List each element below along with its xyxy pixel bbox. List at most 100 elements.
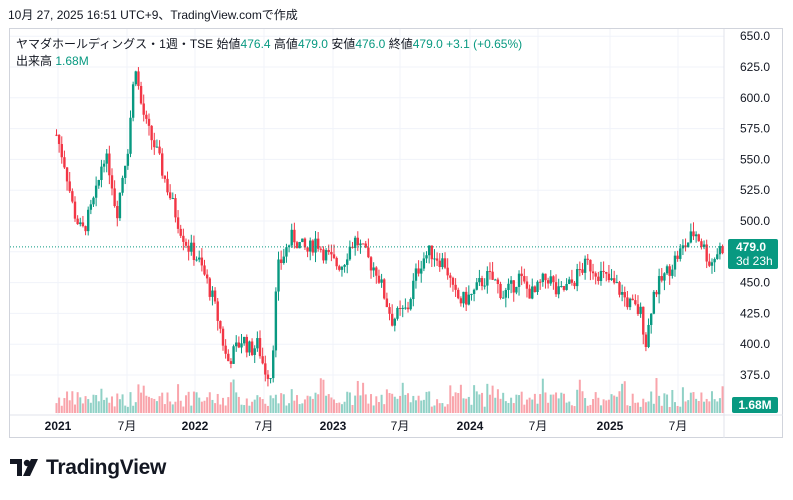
- candle-body: [221, 328, 225, 346]
- candle-body: [528, 288, 531, 299]
- candle-body: [253, 348, 256, 355]
- candle-body: [483, 285, 486, 287]
- candle-body: [219, 320, 222, 329]
- volume-bar: [660, 405, 663, 413]
- volume-bar: [433, 405, 436, 413]
- candle-body: [599, 270, 603, 282]
- volume-bar: [259, 397, 262, 413]
- volume-bar: [216, 393, 219, 413]
- candle-body: [499, 283, 502, 299]
- candle-body: [573, 282, 576, 287]
- candle-body: [655, 291, 658, 295]
- candle-body: [290, 229, 293, 246]
- candle-body: [346, 259, 349, 265]
- volume-bar: [444, 406, 447, 413]
- volume-bar: [243, 405, 246, 413]
- candle-body: [525, 281, 529, 289]
- candle-body: [464, 291, 468, 305]
- volume-bar: [166, 392, 169, 413]
- low-label: 安値: [331, 37, 356, 51]
- volume-bar: [594, 392, 597, 413]
- volume-bar: [235, 392, 238, 413]
- candle-body: [467, 294, 471, 305]
- candle-body: [182, 235, 185, 242]
- candle-body: [422, 258, 426, 269]
- candle-body: [372, 267, 375, 271]
- candle-body: [100, 166, 103, 181]
- volume-bar: [549, 394, 552, 413]
- candle-body: [116, 206, 119, 219]
- candle-body: [139, 85, 143, 104]
- volume-bar: [647, 401, 650, 413]
- volume-bar: [261, 399, 264, 413]
- candle-body: [277, 259, 280, 292]
- volume-bar: [502, 392, 505, 413]
- volume-bar: [544, 392, 547, 413]
- candle-body: [713, 259, 716, 263]
- candle-body: [446, 267, 449, 276]
- candle-body: [697, 234, 700, 242]
- volume-bar: [494, 397, 497, 413]
- volume-bar: [528, 397, 531, 413]
- change-value: +3.1 (+0.65%): [446, 37, 523, 51]
- volume-bar: [277, 403, 280, 413]
- volume-bar: [597, 397, 600, 413]
- volume-bar: [570, 405, 573, 413]
- volume-bar: [383, 404, 386, 413]
- volume-bar: [451, 396, 454, 413]
- candle-body: [412, 280, 415, 300]
- candle-body: [509, 280, 513, 284]
- volume-bar: [708, 401, 711, 413]
- candle-body: [87, 209, 90, 232]
- volume-bar: [496, 389, 499, 413]
- candle-body: [306, 247, 309, 252]
- candle-body: [515, 286, 518, 293]
- volume-bar: [605, 400, 608, 413]
- candle-body: [610, 278, 613, 281]
- volume-bar: [58, 397, 61, 413]
- volume-bar: [177, 384, 180, 413]
- volume-bar: [673, 402, 676, 413]
- candle-body: [454, 284, 457, 290]
- volume-bar: [438, 403, 441, 413]
- candle-body: [68, 181, 71, 192]
- volume-bar: [169, 401, 172, 413]
- tradingview-logo[interactable]: TradingView: [10, 456, 166, 480]
- candle-body: [134, 71, 137, 85]
- candle-body: [171, 198, 174, 200]
- candle-body: [73, 201, 77, 219]
- volume-bar: [692, 392, 695, 413]
- volume-bar: [584, 398, 587, 413]
- candle-body: [211, 290, 214, 297]
- candle-body: [647, 324, 650, 348]
- candle-body: [142, 103, 145, 115]
- volume-bar: [121, 394, 124, 413]
- candle-body: [285, 247, 288, 257]
- volume-bar: [338, 402, 341, 413]
- volume-bar: [393, 396, 396, 413]
- volume-bar: [599, 405, 602, 413]
- volume-bar: [134, 402, 137, 413]
- volume-bar: [100, 388, 103, 413]
- volume-bar: [689, 392, 692, 413]
- volume-bar: [367, 403, 370, 413]
- volume-bar: [195, 392, 198, 413]
- candle-body: [538, 281, 542, 283]
- x-tick-label: 2021: [45, 419, 72, 433]
- candle-body: [398, 307, 402, 309]
- volume-bar: [179, 400, 182, 413]
- candle-body: [155, 146, 159, 148]
- volume-bar: [89, 402, 92, 413]
- candle-body: [443, 258, 447, 268]
- candle-body: [316, 238, 320, 249]
- candle-body: [63, 157, 66, 168]
- volume-bar: [409, 402, 412, 413]
- candle-body: [504, 289, 508, 298]
- volume-bar: [618, 391, 621, 413]
- candle-body: [457, 289, 460, 299]
- volume-bar: [229, 382, 232, 413]
- candle-body: [644, 334, 648, 348]
- volume-bar: [499, 398, 502, 413]
- candle-body: [433, 258, 436, 260]
